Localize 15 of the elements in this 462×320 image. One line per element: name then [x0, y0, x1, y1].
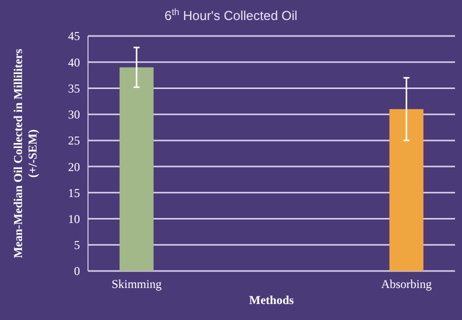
y-tick-label: 10: [68, 212, 80, 226]
y-tick-label: 20: [68, 160, 80, 174]
y-tick-label: 0: [74, 264, 80, 278]
y-tick-label: 25: [68, 134, 80, 148]
x-tick-label: Skimming: [112, 277, 162, 291]
y-tick-label: 45: [68, 29, 80, 44]
y-tick-label: 15: [68, 186, 80, 200]
y-tick-label: 5: [74, 238, 80, 252]
y-tick-label: 35: [68, 81, 80, 96]
y-tick-label: 40: [68, 55, 80, 70]
x-axis-title: Methods: [249, 293, 294, 307]
chart-title: 6$^{th}$ Hour's Collected Oil: [164, 7, 298, 23]
y-axis-title: Mean-Median Oil Collected in Milliliters (+/-SEM): [11, 48, 40, 258]
x-tick-label: Absorbing: [381, 277, 432, 291]
y-tick-label: 30: [68, 108, 80, 122]
